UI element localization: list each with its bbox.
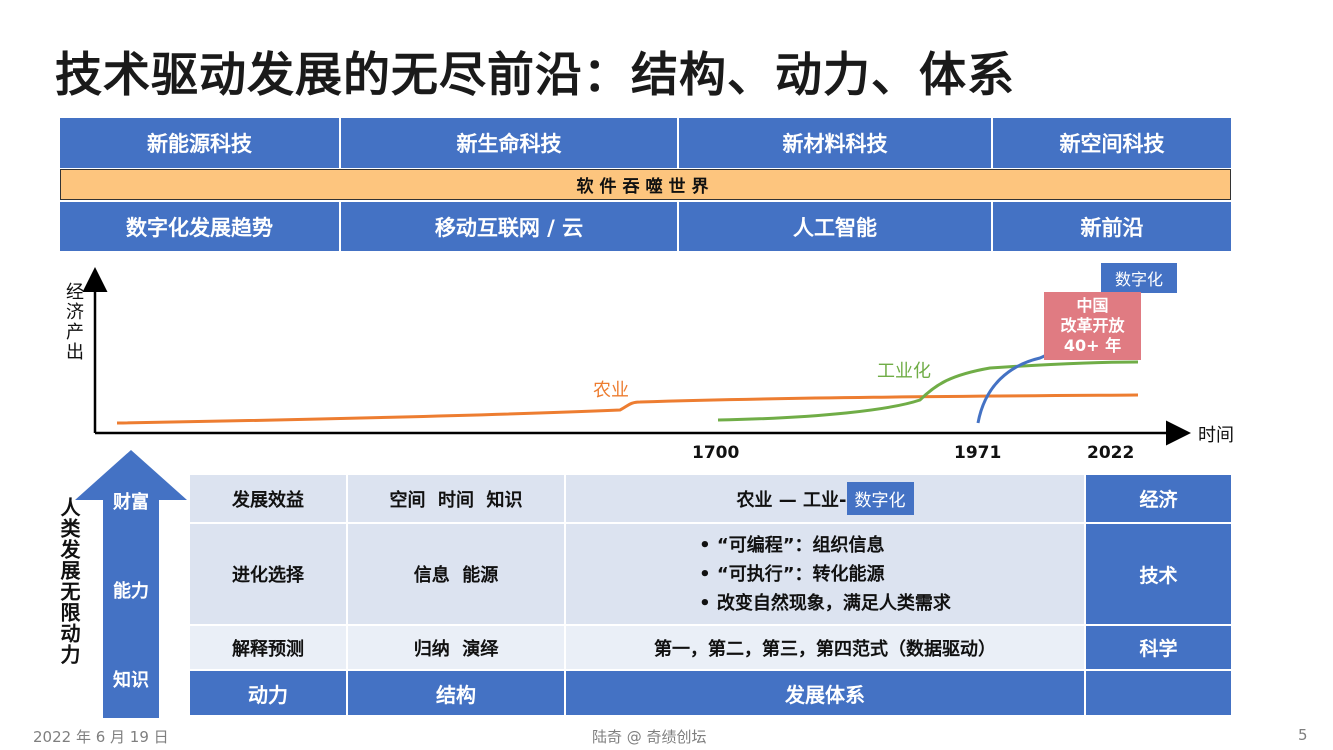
arrow-level-knowledge: 知识 [113, 670, 149, 691]
development-arrow [75, 450, 187, 718]
footer-page-number: 5 [1298, 726, 1308, 744]
y-axis-label: 经济产出 [63, 282, 84, 362]
digital-tag-chart: 数字化 [1101, 263, 1177, 293]
page-title: 技术驱动发展的无尽前沿：结构、动力、体系 [55, 48, 1015, 103]
table-row1-col2: 空间 时间 知识 [348, 475, 564, 522]
table-row1-col3: 农业 — 工业- 数字化 [566, 475, 1084, 522]
row2-cell-ai: 人工智能 [679, 202, 991, 251]
tick-1700: 1700 [692, 443, 740, 463]
table-row1-col4: 经济 [1086, 475, 1231, 522]
row2-cell-digital-trend: 数字化发展趋势 [60, 202, 339, 251]
china-reform-box: 中国 改革开放 40+ 年 [1044, 292, 1141, 360]
table-row2-col2: 信息 能源 [348, 524, 564, 624]
table-row1-col3-text: 农业 — 工业- [736, 489, 847, 511]
footer-date: 2022 年 6 月 19 日 [33, 728, 169, 746]
footer-author: 陆奇 @ 奇绩创坛 [592, 728, 707, 746]
bullet-executable: • “可执行”：转化能源 [699, 563, 885, 585]
table-row2-col4: 技术 [1086, 524, 1231, 624]
tick-2022: 2022 [1087, 443, 1135, 463]
agriculture-label: 农业 [593, 380, 629, 401]
table-row1-col1: 发展效益 [190, 475, 346, 522]
row2-cell-mobile-cloud: 移动互联网 / 云 [341, 202, 677, 251]
top-cell-space: 新空间科技 [993, 118, 1231, 168]
human-development-label: 人类发展无限动力 [57, 497, 81, 665]
top-cell-life: 新生命科技 [341, 118, 677, 168]
top-cell-energy: 新能源科技 [60, 118, 339, 168]
software-band: 软件吞噬世界 [60, 169, 1231, 200]
table-row2-col1: 进化选择 [190, 524, 346, 624]
table-row3-col2: 归纳 演绎 [348, 626, 564, 669]
table-footer-structure: 结构 [348, 671, 564, 715]
tick-1971: 1971 [954, 443, 1002, 463]
industry-label: 工业化 [877, 361, 931, 382]
x-axis-label: 时间 [1198, 425, 1234, 446]
table-footer-system: 发展体系 [566, 671, 1084, 715]
table-row3-col1: 解释预测 [190, 626, 346, 669]
table-footer-motivation: 动力 [190, 671, 346, 715]
growth-chart [82, 267, 1191, 446]
china-box-line-3: 40+ 年 [1063, 336, 1122, 355]
china-box-line-1: 中国 [1076, 296, 1109, 315]
agriculture-curve [116, 393, 1139, 425]
top-cell-material: 新材料科技 [679, 118, 991, 168]
row2-cell-new-frontier: 新前沿 [993, 202, 1231, 251]
table-row2-col3: • “可编程”：组织信息 • “可执行”：转化能源 • 改变自然现象，满足人类需… [566, 524, 1084, 624]
industry-curve [717, 360, 1139, 422]
table-footer-empty [1086, 671, 1231, 715]
bullet-change-nature: • 改变自然现象，满足人类需求 [699, 592, 951, 614]
bullet-programmable: • “可编程”：组织信息 [699, 534, 885, 556]
digital-tag-table: 数字化 [846, 482, 914, 515]
china-box-line-2: 改革开放 [1060, 316, 1125, 335]
arrow-level-wealth: 财富 [113, 492, 149, 513]
table-row3-col4: 科学 [1086, 626, 1231, 669]
table-row3-col3: 第一，第二，第三，第四范式（数据驱动） [566, 626, 1084, 669]
arrow-level-ability: 能力 [113, 581, 149, 602]
